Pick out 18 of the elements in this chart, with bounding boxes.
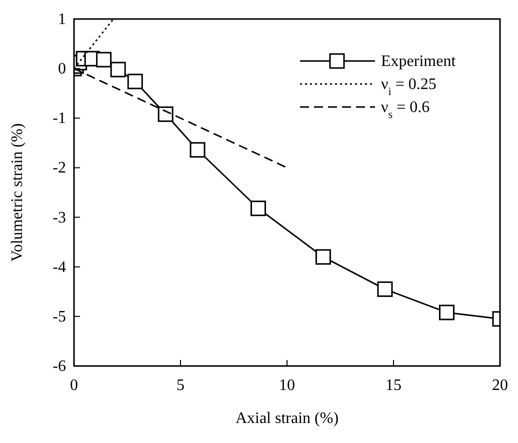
y-tick-label: -2 xyxy=(52,160,66,177)
legend-label: Experiment xyxy=(381,53,456,70)
x-axis-title: Axial strain (%) xyxy=(235,410,339,427)
y-tick-label: 0 xyxy=(58,60,66,78)
y-tick-label: -1 xyxy=(52,110,66,128)
y-tick-label: -4 xyxy=(52,258,66,276)
x-tick-label: 5 xyxy=(176,377,184,394)
legend-label: ν$_{s}$ = 0.6 xyxy=(381,99,430,121)
legend-label: ν$_{i}$ = 0.25 xyxy=(381,76,436,98)
y-axis-title: Volumetric strain (%) xyxy=(9,123,26,262)
y-tick-label: -3 xyxy=(52,209,66,226)
x-tick-label: 15 xyxy=(386,377,402,394)
x-tick-label: 20 xyxy=(492,377,508,394)
x-tick-label: 10 xyxy=(279,377,295,394)
y-tick-label: -5 xyxy=(52,308,66,326)
y-tick-label: -6 xyxy=(52,358,66,375)
y-tick-label: 1 xyxy=(58,11,66,28)
x-tick-label: 0 xyxy=(70,377,78,394)
